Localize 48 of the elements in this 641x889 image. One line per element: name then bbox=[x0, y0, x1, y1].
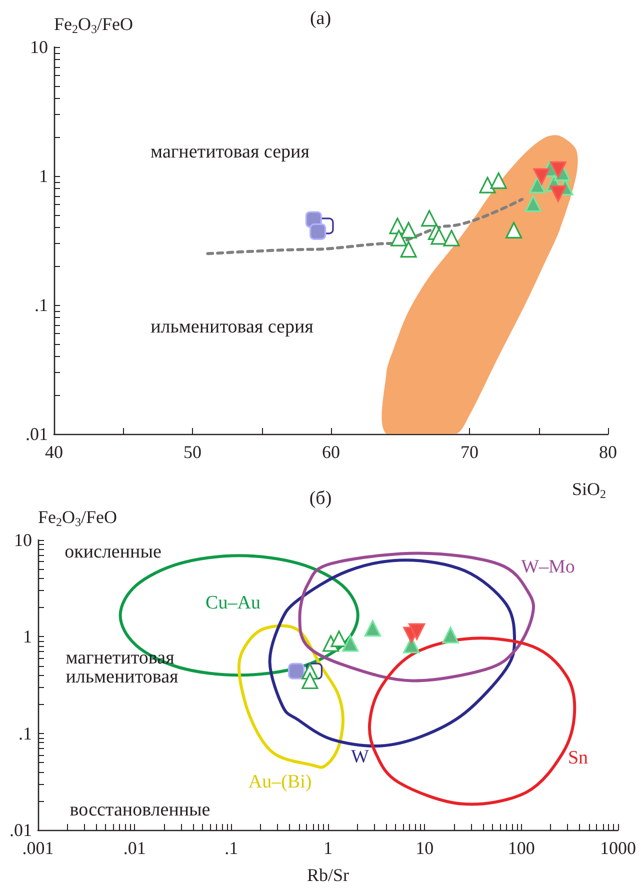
x-tick-label: 80 bbox=[599, 442, 617, 462]
x-tick-label: 1000 bbox=[600, 838, 636, 858]
annotation: восстановленные bbox=[70, 800, 210, 820]
annotation: магнетитовая серия bbox=[150, 142, 310, 162]
y-tick-label: .01 bbox=[26, 424, 48, 444]
point bbox=[479, 176, 496, 194]
point bbox=[390, 230, 408, 246]
x-axis-title: Rb/Sr bbox=[306, 865, 350, 885]
point bbox=[550, 185, 566, 202]
x-tick-label: .001 bbox=[22, 838, 54, 858]
point bbox=[490, 172, 507, 189]
x-tick-label: 60 bbox=[322, 442, 340, 462]
annotation: ильменитовая серия bbox=[150, 316, 314, 338]
annotation: Sn bbox=[568, 748, 589, 768]
x-tick-label: .1 bbox=[224, 838, 238, 858]
x-tick-label: 1 bbox=[324, 838, 332, 858]
x-tick-label: 40 bbox=[45, 442, 63, 462]
point bbox=[310, 223, 326, 240]
y-tick-label: .1 bbox=[34, 295, 48, 315]
chart-title: (а) bbox=[310, 8, 332, 29]
y-tick-label: 10 bbox=[30, 37, 48, 57]
point bbox=[506, 222, 522, 239]
point bbox=[550, 161, 566, 178]
annotation: окисленные bbox=[64, 542, 162, 562]
annotation: ильменитовая bbox=[66, 666, 179, 688]
chart-title: (б) bbox=[309, 488, 332, 509]
point bbox=[430, 228, 448, 245]
x-tick-label: .01 bbox=[123, 838, 146, 858]
annotation: Au–(Bi) bbox=[248, 772, 312, 792]
y-tick-label: .01 bbox=[10, 820, 32, 840]
x-tick-label: 10 bbox=[416, 838, 434, 858]
y-tick-label: .1 bbox=[18, 723, 32, 744]
x-tick-label: 70 bbox=[460, 442, 478, 462]
line-series bbox=[206, 198, 524, 256]
point bbox=[533, 168, 550, 185]
annotation: Cu–Au bbox=[206, 592, 261, 614]
point bbox=[524, 195, 542, 212]
point bbox=[400, 241, 417, 258]
point bbox=[421, 210, 438, 227]
y-tick-label: 1 bbox=[39, 166, 48, 186]
annotation: W–Mo bbox=[521, 556, 575, 578]
annotation: W bbox=[351, 746, 370, 768]
x-tick-label: 50 bbox=[184, 442, 202, 462]
y-tick-label: 10 bbox=[14, 530, 32, 550]
point bbox=[443, 230, 460, 246]
x-tick-label: 100 bbox=[508, 838, 535, 858]
point bbox=[529, 176, 546, 194]
y-tick-label: 1 bbox=[23, 626, 32, 647]
